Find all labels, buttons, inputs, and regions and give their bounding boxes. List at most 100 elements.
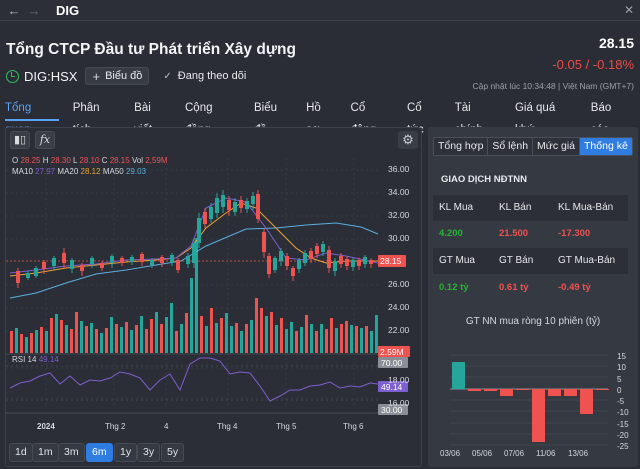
net-buy-chart-title: GT NN mua ròng 10 phiên (tỷ) xyxy=(465,316,601,327)
close-label: C xyxy=(101,156,108,165)
gear-icon: ⚙ xyxy=(402,132,414,147)
header-gt-mua-ban: GT Mua-Bán xyxy=(558,255,616,266)
tab-cong-dong[interactable]: Cộng đồng xyxy=(185,102,213,136)
low-value: 28.10 xyxy=(79,156,100,165)
kl-mua-ban-value: -17.300 xyxy=(558,228,591,239)
header-kl-mua: KL Mua xyxy=(439,202,474,213)
tab-phan-tich[interactable]: Phân tích xyxy=(72,102,100,136)
y-tick: -25 xyxy=(617,442,629,452)
axis-tick: 34.00 xyxy=(388,187,410,197)
kl-mua-value: 4.200 xyxy=(439,228,463,239)
rsi-lower-tag: 30.00 xyxy=(381,405,403,415)
indicators-button[interactable]: fx xyxy=(35,131,55,149)
time-tick: 4 xyxy=(164,422,169,431)
stats-panel: Tổng hợp Sổ lệnh Mức giá Thống kê GIAO D… xyxy=(428,127,638,467)
rsi-upper-tag: 70.00 xyxy=(381,358,403,368)
timeframe-1d[interactable]: 1d xyxy=(9,443,33,462)
price-change: -0.05 / -0.18% xyxy=(552,57,634,72)
candlestick-icon: ▮▯ xyxy=(13,134,27,146)
timeframe-6m[interactable]: 6m xyxy=(86,443,113,462)
tab-tong-quan[interactable]: Tổng quan xyxy=(5,97,59,136)
ma20-label: MA20 xyxy=(57,167,79,176)
timeframe-1y[interactable]: 1y xyxy=(114,443,138,462)
header-kl-ban: KL Bán xyxy=(499,202,532,213)
add-chart-button[interactable]: + Biểu đồ xyxy=(85,67,150,85)
window-titlebar: ← → DIG ✕ xyxy=(0,0,640,21)
kl-ban-value: 21.500 xyxy=(499,228,529,239)
time-tick: Thg 5 xyxy=(276,422,297,431)
candlestick-chart[interactable] xyxy=(6,128,423,468)
company-name: Tổng CTCP Đầu tư Phát triển Xây dựng xyxy=(6,41,296,58)
header-gt-ban: GT Bán xyxy=(499,255,534,266)
gt-mua-ban-value: -0.49 tỷ xyxy=(558,282,591,293)
ma10-value: 27.97 xyxy=(35,167,56,176)
ma10-label: MA10 xyxy=(12,167,33,176)
tab-gia-qua-khu[interactable]: Giá quá khứ xyxy=(514,102,556,136)
axis-tick: 36.00 xyxy=(388,164,410,174)
y-tick: -5 xyxy=(617,397,625,407)
open-value: 28.25 xyxy=(20,156,41,165)
volume-value: 2,59M xyxy=(145,156,168,165)
current-price: 28.15 xyxy=(598,35,634,51)
market-clock-icon xyxy=(6,69,19,83)
header-gt-mua: GT Mua xyxy=(439,255,475,266)
x-tick: 13/06 xyxy=(568,449,589,458)
rsi-legend: RSI 14 49.14 xyxy=(12,355,59,364)
volume-tag: 2.59M xyxy=(380,347,404,357)
axis-tick: 26.00 xyxy=(388,279,410,289)
plus-icon: + xyxy=(92,68,101,84)
timeframe-5y[interactable]: 5y xyxy=(161,443,185,462)
value-value-row: 0.12 tỷ 0.61 tỷ -0.49 tỷ xyxy=(433,275,628,301)
timeframe-1m[interactable]: 1m xyxy=(32,443,59,462)
x-tick: 07/06 xyxy=(504,449,525,458)
price-chart-panel[interactable]: ▮▯ fx ⚙ O 28.25 H 28.30 L 28.10 C 28.15 … xyxy=(5,127,422,467)
back-arrow-icon[interactable]: ← xyxy=(7,2,21,18)
tab-ho-so[interactable]: Hồ sơ xyxy=(306,102,321,136)
rsi-value: 49.14 xyxy=(38,355,59,364)
bar-y-axis: 15 10 5 0 -5 -10 -15 -20 -25 xyxy=(617,351,629,453)
axis-tick: 16.00 xyxy=(388,398,410,408)
ticker-symbol: DIG:HSX xyxy=(24,68,78,84)
stats-tabs: Tổng hợp Sổ lệnh Mức giá Thống kê xyxy=(433,137,633,156)
timeframe-3y[interactable]: 3y xyxy=(137,443,161,462)
window-title: DIG xyxy=(56,2,80,18)
check-icon: ✓ xyxy=(163,70,172,82)
axis-tick: 30.00 xyxy=(388,233,410,243)
following-button[interactable]: ✓ Đang theo dõi xyxy=(163,70,246,82)
volume-header-row: KL Mua KL Bán KL Mua-Bán xyxy=(433,195,628,221)
tab-co-dong[interactable]: Cổ đông xyxy=(350,102,377,136)
y-tick: -10 xyxy=(617,408,629,418)
high-label: H xyxy=(42,156,49,165)
last-price-tag: 28.15 xyxy=(380,256,402,266)
y-tick: 0 xyxy=(617,385,622,395)
y-tick: 10 xyxy=(617,363,626,373)
header-kl-mua-ban: KL Mua-Bán xyxy=(558,202,614,213)
gt-mua-value: 0.12 tỷ xyxy=(439,282,469,293)
tab-tai-chinh[interactable]: Tài chính xyxy=(454,102,483,136)
timeframe-3m[interactable]: 3m xyxy=(58,443,85,462)
chart-type-candles-button[interactable]: ▮▯ xyxy=(10,131,30,149)
low-label: L xyxy=(73,156,78,165)
ma50-value: 29.03 xyxy=(125,167,146,176)
close-icon[interactable]: ✕ xyxy=(623,3,634,17)
tab-muc-gia[interactable]: Mức giá xyxy=(533,138,581,155)
following-label: Đang theo dõi xyxy=(177,70,247,82)
stock-header: Tổng CTCP Đầu tư Phát triển Xây dựng DIG… xyxy=(0,22,640,97)
rsi-value-tag: 49.14 xyxy=(381,382,403,392)
chart-settings-button[interactable]: ⚙ xyxy=(398,131,418,149)
tab-so-lenh[interactable]: Sổ lệnh xyxy=(488,138,534,155)
tab-tong-hop[interactable]: Tổng hợp xyxy=(434,138,489,155)
tab-bai-viet[interactable]: Bài viết xyxy=(134,102,152,136)
y-tick: -20 xyxy=(617,431,629,441)
tab-bieu-do[interactable]: Biểu đồ xyxy=(253,102,277,136)
ma20-value: 28.12 xyxy=(80,167,101,176)
ma50-label: MA50 xyxy=(102,167,124,176)
foreign-trading-title: GIAO DỊCH NĐTNN xyxy=(441,174,528,185)
net-buy-bar-chart xyxy=(450,354,609,446)
add-chart-label: Biểu đồ xyxy=(105,70,143,82)
tab-bao-cao[interactable]: Báo cáo xyxy=(590,102,612,136)
tab-co-tuc[interactable]: Cổ tức xyxy=(407,102,424,136)
forward-arrow-icon[interactable]: → xyxy=(27,2,41,18)
tab-thong-ke[interactable]: Thống kê xyxy=(580,138,632,155)
value-header-row: GT Mua GT Bán GT Mua-Bán xyxy=(433,248,628,274)
